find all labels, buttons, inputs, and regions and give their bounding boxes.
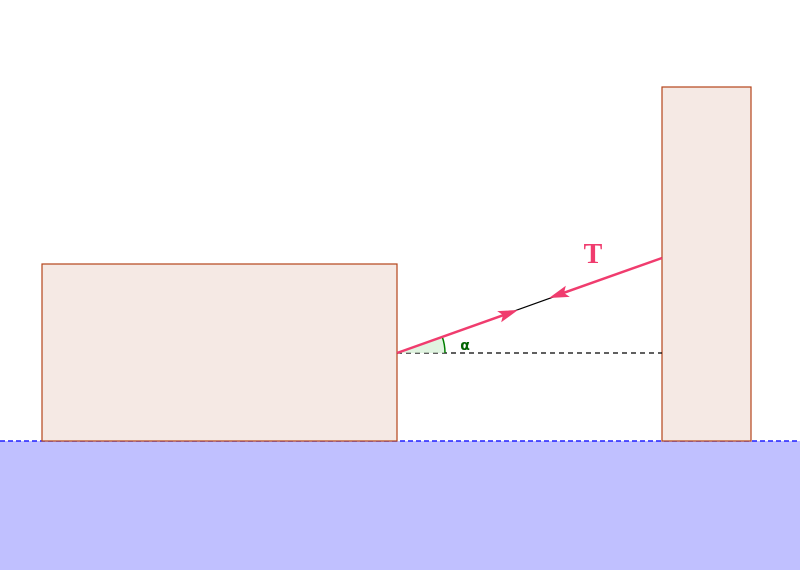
ground [0,441,800,570]
angle-label: α [460,338,470,354]
tension-vector [561,256,663,295]
force-label: T [584,239,603,270]
arrowhead [549,285,570,298]
block [41,263,398,442]
arrowhead [497,310,518,323]
tension-vector [396,313,506,355]
wall [661,86,752,442]
